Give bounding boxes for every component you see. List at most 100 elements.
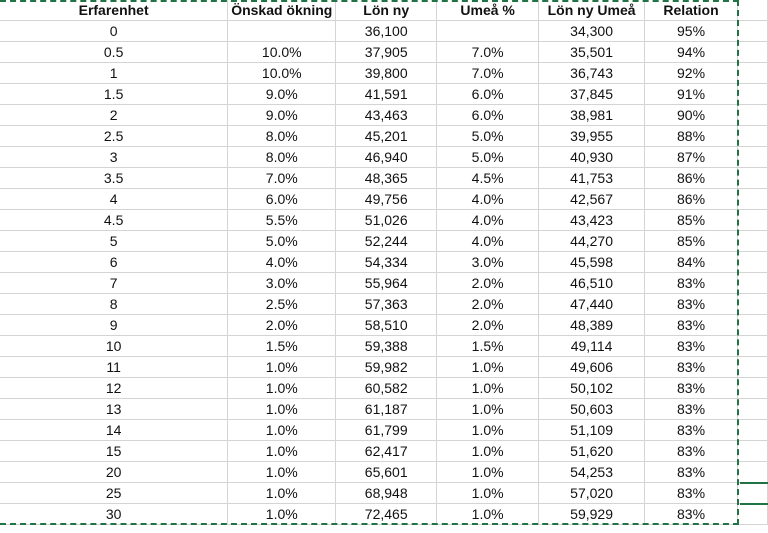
cell-relation[interactable]: 90% bbox=[644, 104, 738, 126]
cell-lon-ny-umea[interactable]: 44,270 bbox=[538, 230, 646, 252]
cell-umea-percent[interactable]: 1.0% bbox=[436, 419, 540, 441]
cell-relation[interactable]: 83% bbox=[644, 377, 738, 399]
cell-lon-ny[interactable]: 37,905 bbox=[335, 41, 438, 63]
cell-lon-ny[interactable]: 61,187 bbox=[335, 398, 438, 420]
cell-onskad-okning[interactable]: 9.0% bbox=[227, 83, 337, 105]
cell-onskad-okning[interactable]: 5.0% bbox=[227, 230, 337, 252]
cell-onskad-okning[interactable]: 3.0% bbox=[227, 272, 337, 294]
cell-umea-percent[interactable]: 1.0% bbox=[436, 440, 540, 462]
cell-umea-percent[interactable]: 6.0% bbox=[436, 83, 540, 105]
empty-cell[interactable] bbox=[737, 104, 768, 126]
cell-lon-ny-umea[interactable]: 43,423 bbox=[538, 209, 646, 231]
cell-erfarenhet[interactable]: 4 bbox=[0, 188, 229, 210]
cell-lon-ny-umea[interactable]: 41,753 bbox=[538, 167, 646, 189]
cell-lon-ny[interactable]: 72,465 bbox=[335, 503, 438, 525]
cell-lon-ny[interactable]: 54,334 bbox=[335, 251, 438, 273]
empty-cell[interactable] bbox=[737, 188, 768, 210]
empty-cell[interactable] bbox=[737, 20, 768, 42]
cell-erfarenhet[interactable]: 8 bbox=[0, 293, 229, 315]
cell-umea-percent[interactable]: 2.0% bbox=[436, 293, 540, 315]
cell-lon-ny-umea[interactable]: 42,567 bbox=[538, 188, 646, 210]
cell-lon-ny-umea[interactable]: 49,114 bbox=[538, 335, 646, 357]
cell-relation[interactable]: 83% bbox=[644, 314, 738, 336]
cell-umea-percent[interactable]: 7.0% bbox=[436, 41, 540, 63]
cell-lon-ny[interactable]: 62,417 bbox=[335, 440, 438, 462]
cell-erfarenhet[interactable]: 0.5 bbox=[0, 41, 229, 63]
cell-lon-ny[interactable]: 59,388 bbox=[335, 335, 438, 357]
empty-cell[interactable] bbox=[737, 272, 768, 294]
cell-lon-ny[interactable]: 60,582 bbox=[335, 377, 438, 399]
cell-relation[interactable]: 91% bbox=[644, 83, 738, 105]
empty-cell[interactable] bbox=[737, 335, 768, 357]
cell-relation[interactable]: 87% bbox=[644, 146, 738, 168]
cell-onskad-okning[interactable]: 8.0% bbox=[227, 146, 337, 168]
cell-lon-ny[interactable]: 65,601 bbox=[335, 461, 438, 483]
empty-cell[interactable] bbox=[737, 251, 768, 273]
cell-umea-percent[interactable]: 3.0% bbox=[436, 251, 540, 273]
cell-relation[interactable]: 83% bbox=[644, 440, 738, 462]
cell-umea-percent[interactable]: 7.0% bbox=[436, 62, 540, 84]
empty-cell[interactable] bbox=[737, 293, 768, 315]
cell-erfarenhet[interactable]: 12 bbox=[0, 377, 229, 399]
cell-lon-ny[interactable]: 41,591 bbox=[335, 83, 438, 105]
cell-lon-ny[interactable]: 43,463 bbox=[335, 104, 438, 126]
cell-erfarenhet[interactable]: 14 bbox=[0, 419, 229, 441]
cell-relation[interactable]: 83% bbox=[644, 482, 738, 504]
cell-lon-ny[interactable]: 36,100 bbox=[335, 20, 438, 42]
header-erfarenhet[interactable]: Erfarenhet bbox=[0, 0, 229, 21]
cell-onskad-okning[interactable]: 10.0% bbox=[227, 41, 337, 63]
cell-erfarenhet[interactable]: 4.5 bbox=[0, 209, 229, 231]
cell-erfarenhet[interactable]: 1.5 bbox=[0, 83, 229, 105]
cell-lon-ny-umea[interactable]: 38,981 bbox=[538, 104, 646, 126]
cell-lon-ny[interactable]: 49,756 bbox=[335, 188, 438, 210]
cell-lon-ny[interactable]: 57,363 bbox=[335, 293, 438, 315]
cell-erfarenhet[interactable]: 25 bbox=[0, 482, 229, 504]
cell-lon-ny-umea[interactable]: 45,598 bbox=[538, 251, 646, 273]
cell-relation[interactable]: 83% bbox=[644, 461, 738, 483]
cell-onskad-okning[interactable]: 2.0% bbox=[227, 314, 337, 336]
cell-relation[interactable]: 94% bbox=[644, 41, 738, 63]
cell-lon-ny-umea[interactable]: 50,102 bbox=[538, 377, 646, 399]
cell-lon-ny-umea[interactable]: 46,510 bbox=[538, 272, 646, 294]
cell-erfarenhet[interactable]: 15 bbox=[0, 440, 229, 462]
empty-cell[interactable] bbox=[737, 461, 768, 483]
cell-lon-ny-umea[interactable]: 54,253 bbox=[538, 461, 646, 483]
cell-onskad-okning[interactable]: 1.0% bbox=[227, 461, 337, 483]
cell-umea-percent[interactable]: 4.0% bbox=[436, 209, 540, 231]
cell-lon-ny[interactable]: 46,940 bbox=[335, 146, 438, 168]
cell-umea-percent[interactable]: 1.0% bbox=[436, 377, 540, 399]
cell-onskad-okning[interactable] bbox=[227, 20, 337, 42]
cell-onskad-okning[interactable]: 9.0% bbox=[227, 104, 337, 126]
cell-lon-ny-umea[interactable]: 39,955 bbox=[538, 125, 646, 147]
empty-cell[interactable] bbox=[737, 167, 768, 189]
cell-relation[interactable]: 95% bbox=[644, 20, 738, 42]
cell-erfarenhet[interactable]: 10 bbox=[0, 335, 229, 357]
cell-relation[interactable]: 84% bbox=[644, 251, 738, 273]
cell-lon-ny[interactable]: 68,948 bbox=[335, 482, 438, 504]
cell-erfarenhet[interactable]: 0 bbox=[0, 20, 229, 42]
cell-lon-ny-umea[interactable]: 48,389 bbox=[538, 314, 646, 336]
empty-cell[interactable] bbox=[737, 230, 768, 252]
empty-cell[interactable] bbox=[737, 377, 768, 399]
cell-relation[interactable]: 83% bbox=[644, 272, 738, 294]
empty-cell[interactable] bbox=[737, 440, 768, 462]
cell-lon-ny-umea[interactable]: 40,930 bbox=[538, 146, 646, 168]
cell-erfarenhet[interactable]: 11 bbox=[0, 356, 229, 378]
empty-cell[interactable] bbox=[737, 125, 768, 147]
cell-erfarenhet[interactable]: 13 bbox=[0, 398, 229, 420]
cell-relation[interactable]: 85% bbox=[644, 209, 738, 231]
cell-relation[interactable]: 92% bbox=[644, 62, 738, 84]
cell-onskad-okning[interactable]: 1.0% bbox=[227, 398, 337, 420]
cell-lon-ny-umea[interactable]: 51,620 bbox=[538, 440, 646, 462]
cell-erfarenhet[interactable]: 20 bbox=[0, 461, 229, 483]
empty-cell[interactable] bbox=[737, 356, 768, 378]
cell-relation[interactable]: 85% bbox=[644, 230, 738, 252]
cell-relation[interactable]: 83% bbox=[644, 503, 738, 525]
cell-onskad-okning[interactable]: 6.0% bbox=[227, 188, 337, 210]
cell-lon-ny[interactable]: 58,510 bbox=[335, 314, 438, 336]
cell-onskad-okning[interactable]: 8.0% bbox=[227, 125, 337, 147]
cell-umea-percent[interactable]: 4.5% bbox=[436, 167, 540, 189]
cell-lon-ny[interactable]: 55,964 bbox=[335, 272, 438, 294]
cell-relation[interactable]: 83% bbox=[644, 398, 738, 420]
cell-erfarenhet[interactable]: 2.5 bbox=[0, 125, 229, 147]
